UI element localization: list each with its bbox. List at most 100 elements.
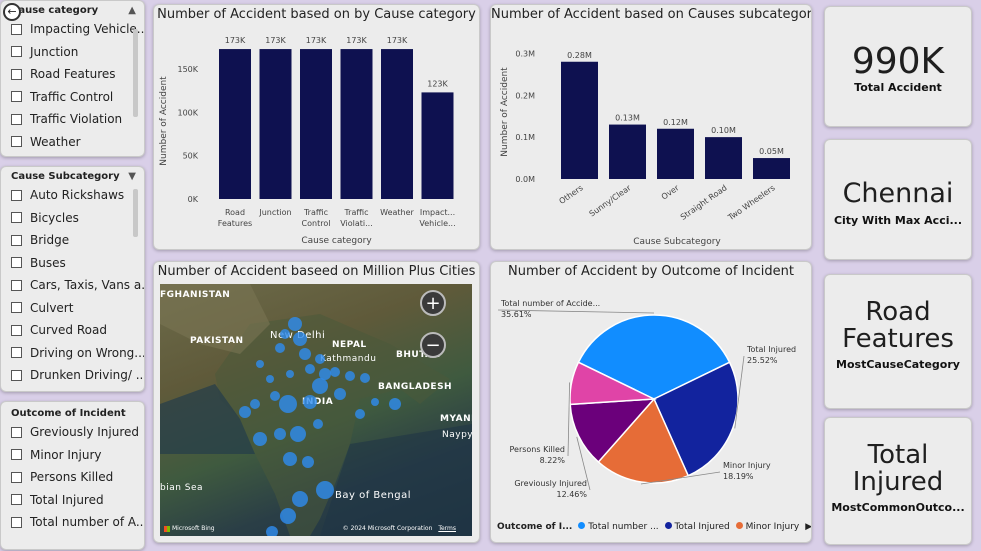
- checkbox[interactable]: [11, 471, 22, 483]
- bar[interactable]: [340, 49, 373, 199]
- pie-slice[interactable]: [577, 314, 731, 400]
- slicer-option[interactable]: Cars, Taxis, Vans a...: [1, 274, 144, 297]
- scrollbar[interactable]: [133, 189, 138, 237]
- checkbox[interactable]: [11, 189, 22, 201]
- bar[interactable]: [300, 49, 332, 199]
- city-bubble[interactable]: [280, 329, 290, 339]
- city-bubble[interactable]: [305, 364, 315, 374]
- city-bubble[interactable]: [299, 348, 311, 360]
- slicer-option[interactable]: Buses: [1, 252, 144, 275]
- checkbox[interactable]: [11, 234, 22, 246]
- city-bubble[interactable]: [313, 419, 323, 429]
- back-arrow-icon[interactable]: ←: [3, 3, 21, 21]
- city-bubble[interactable]: [345, 371, 355, 381]
- checkbox[interactable]: [11, 113, 22, 125]
- checkbox[interactable]: [11, 68, 22, 80]
- city-bubble[interactable]: [286, 370, 294, 378]
- checkbox[interactable]: [11, 324, 22, 336]
- pie-slice[interactable]: [569, 361, 657, 406]
- slicer-option[interactable]: Impacting Vehicle...: [1, 18, 144, 41]
- checkbox[interactable]: [11, 279, 22, 291]
- legend-item[interactable]: Minor Injury: [735, 522, 799, 532]
- city-bubble[interactable]: [280, 508, 296, 524]
- city-bubble[interactable]: [288, 317, 302, 331]
- slicer-option[interactable]: Road Features: [1, 63, 144, 86]
- city-bubble[interactable]: [334, 388, 346, 400]
- legend-next-icon[interactable]: ▶: [805, 522, 812, 532]
- scrollbar[interactable]: [133, 29, 138, 117]
- checkbox[interactable]: [11, 23, 22, 35]
- checkbox[interactable]: [11, 302, 22, 314]
- pie-slice[interactable]: [653, 361, 739, 477]
- city-bubble[interactable]: [316, 481, 334, 499]
- city-bubble[interactable]: [270, 391, 280, 401]
- checkbox[interactable]: [11, 212, 22, 224]
- city-bubble[interactable]: [371, 398, 379, 406]
- legend-item[interactable]: Total Injured: [664, 522, 730, 532]
- checkbox[interactable]: [11, 136, 22, 148]
- slicer-option[interactable]: Auto Rickshaws: [1, 184, 144, 207]
- zoom-out-button[interactable]: −: [420, 332, 446, 358]
- city-bubble[interactable]: [266, 526, 278, 536]
- checkbox[interactable]: [11, 494, 22, 506]
- city-bubble[interactable]: [312, 378, 328, 394]
- city-bubble[interactable]: [275, 343, 285, 353]
- city-bubble[interactable]: [253, 432, 267, 446]
- bar[interactable]: [561, 61, 598, 179]
- slicer-option[interactable]: Traffic Control: [1, 86, 144, 109]
- city-bubble[interactable]: [266, 375, 274, 383]
- slicer-option[interactable]: Driving on Wrong...: [1, 342, 144, 365]
- bar[interactable]: [259, 49, 292, 199]
- slicer-option[interactable]: Culvert: [1, 297, 144, 320]
- city-bubble[interactable]: [256, 360, 264, 368]
- city-bubble[interactable]: [319, 368, 331, 380]
- slicer-option[interactable]: Bicycles: [1, 207, 144, 230]
- city-bubble[interactable]: [293, 332, 307, 346]
- checkbox[interactable]: [11, 46, 22, 58]
- city-bubble[interactable]: [389, 398, 401, 410]
- bar[interactable]: [753, 158, 790, 179]
- slicer-option[interactable]: Traffic Violation: [1, 108, 144, 131]
- slicer-option[interactable]: Curved Road: [1, 319, 144, 342]
- chevron-down-icon[interactable]: ▼: [128, 171, 136, 182]
- bar[interactable]: [421, 92, 454, 199]
- city-bubble[interactable]: [283, 452, 297, 466]
- checkbox[interactable]: [11, 91, 22, 103]
- city-bubble[interactable]: [360, 373, 370, 383]
- chevron-up-icon[interactable]: ▲: [128, 5, 136, 16]
- slicer-option[interactable]: Junction: [1, 41, 144, 64]
- bar[interactable]: [657, 128, 694, 179]
- legend-item[interactable]: Total number ...: [578, 522, 659, 532]
- slicer-option[interactable]: Persons Killed: [1, 466, 144, 489]
- checkbox[interactable]: [11, 257, 22, 269]
- checkbox[interactable]: [11, 426, 22, 438]
- bar[interactable]: [381, 49, 413, 199]
- slicer-option[interactable]: Total Injured: [1, 489, 144, 512]
- city-bubble[interactable]: [279, 395, 297, 413]
- checkbox[interactable]: [11, 449, 22, 461]
- city-bubble[interactable]: [355, 409, 365, 419]
- bar[interactable]: [705, 137, 742, 179]
- city-bubble[interactable]: [290, 426, 306, 442]
- city-bubble[interactable]: [250, 399, 260, 409]
- checkbox[interactable]: [11, 347, 22, 359]
- checkbox[interactable]: [11, 369, 22, 381]
- slicer-option[interactable]: Minor Injury: [1, 444, 144, 467]
- city-bubble[interactable]: [274, 428, 286, 440]
- city-bubble[interactable]: [315, 354, 325, 364]
- slicer-option[interactable]: Drunken Driving/ ...: [1, 364, 144, 387]
- city-bubble[interactable]: [330, 367, 340, 377]
- bar[interactable]: [219, 49, 251, 199]
- city-bubble[interactable]: [292, 491, 308, 507]
- map-canvas[interactable]: FGHANISTAN PAKISTAN New Delhi NEPAL Kath…: [160, 284, 472, 536]
- city-bubble[interactable]: [239, 406, 251, 418]
- pie-slice[interactable]: [569, 398, 656, 464]
- zoom-in-button[interactable]: +: [420, 290, 446, 316]
- city-bubble[interactable]: [302, 456, 314, 468]
- bar[interactable]: [609, 124, 646, 179]
- checkbox[interactable]: [11, 516, 22, 528]
- city-bubble[interactable]: [303, 395, 317, 409]
- slicer-option[interactable]: Weather: [1, 131, 144, 154]
- slicer-option[interactable]: Bridge: [1, 229, 144, 252]
- slicer-option[interactable]: Total number of A...: [1, 511, 144, 534]
